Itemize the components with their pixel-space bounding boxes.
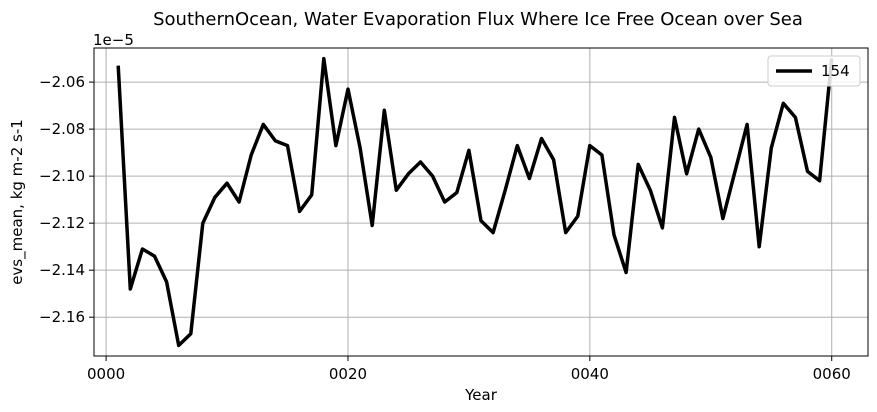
x-tick-label: 0060 <box>813 365 851 383</box>
y-axis-label: evs_mean, kg m-2 s-1 <box>8 119 27 285</box>
y-axis-offset-label: 1e−5 <box>93 31 134 49</box>
x-axis-label: Year <box>464 386 498 404</box>
plot-frame <box>93 47 869 357</box>
x-tick-label: 0040 <box>571 365 609 383</box>
y-tick-label: −2.16 <box>39 308 85 326</box>
y-tick-label: −2.10 <box>39 167 85 185</box>
y-tick-label: −2.06 <box>39 73 85 91</box>
legend-label-154: 154 <box>821 62 850 80</box>
y-tick-label: −2.12 <box>39 214 85 232</box>
x-tick-label: 0020 <box>329 365 367 383</box>
x-tick-label: 0000 <box>87 365 125 383</box>
series-lines <box>116 56 834 348</box>
y-tick-label: −2.08 <box>39 120 85 138</box>
chart-title: SouthernOcean, Water Evaporation Flux Wh… <box>153 9 803 30</box>
y-axis-ticks: −2.16 −2.14 −2.12 −2.10 −2.08 −2.06 <box>39 73 94 326</box>
y-tick-label: −2.14 <box>39 261 85 279</box>
grid <box>94 48 868 356</box>
legend-box <box>767 55 861 87</box>
x-axis-ticks: 0000 0020 0040 0060 <box>87 356 851 383</box>
series-line-154 <box>116 56 834 348</box>
legend: 154 <box>767 55 861 87</box>
